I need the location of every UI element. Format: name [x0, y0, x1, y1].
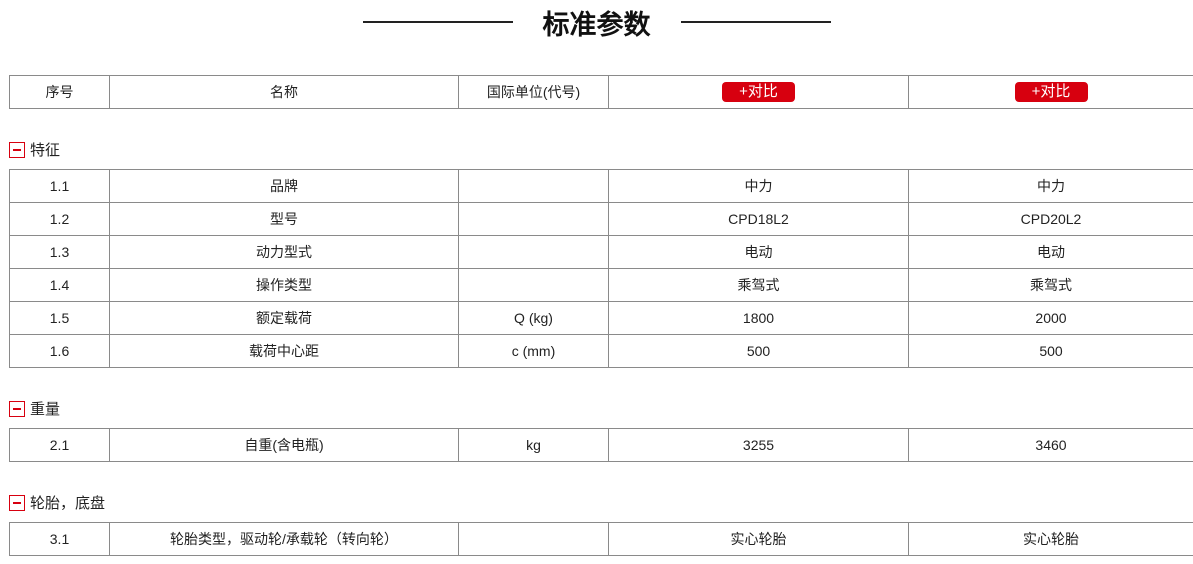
row-value-1: 500	[608, 334, 909, 368]
row-unit	[458, 169, 609, 203]
row-value-2: 中力	[908, 169, 1193, 203]
row-value-2: CPD20L2	[908, 202, 1193, 236]
row-value-2: 500	[908, 334, 1193, 368]
collapse-icon[interactable]	[9, 141, 25, 158]
row-value-2: 3460	[908, 428, 1193, 462]
row-value-1: 中力	[608, 169, 909, 203]
row-index: 1.4	[9, 268, 110, 302]
row-unit	[458, 522, 609, 556]
row-value-1: 电动	[608, 235, 909, 269]
title-divider-right	[680, 21, 831, 23]
header-unit: 国际单位(代号)	[458, 75, 609, 109]
row-unit	[458, 268, 609, 302]
row-value-1: 1800	[608, 301, 909, 335]
row-value-2: 2000	[908, 301, 1193, 335]
row-index: 1.6	[9, 334, 110, 368]
row-index: 1.3	[9, 235, 110, 269]
header-table: 序号 名称 国际单位(代号) +对比 +对比	[9, 75, 1193, 109]
row-name: 额定载荷	[109, 301, 459, 335]
row-name: 型号	[109, 202, 459, 236]
row-value-1: 乘驾式	[608, 268, 909, 302]
section-header: 轮胎，底盘	[9, 492, 105, 513]
row-index: 2.1	[9, 428, 110, 462]
row-value-1: 实心轮胎	[608, 522, 909, 556]
row-index: 3.1	[9, 522, 110, 556]
row-value-2: 电动	[908, 235, 1193, 269]
table-row: 1.2 型号 CPD18L2 CPD20L2	[9, 202, 1193, 236]
header-name: 名称	[109, 75, 459, 109]
spec-table: 2.1 自重(含电瓶) kg 3255 3460	[9, 428, 1193, 462]
row-unit: kg	[458, 428, 609, 462]
spec-table: 1.1 品牌 中力 中力 1.2 型号 CPD18L2 CPD20L2 1.3 动力型式 电动 电动 1…	[9, 169, 1193, 368]
section-header: 重量	[9, 398, 60, 419]
header-index: 序号	[9, 75, 110, 109]
row-name: 载荷中心距	[109, 334, 459, 368]
row-index: 1.1	[9, 169, 110, 203]
table-row: 1.6 载荷中心距 c (mm) 500 500	[9, 334, 1193, 368]
table-row: 2.1 自重(含电瓶) kg 3255 3460	[9, 428, 1193, 462]
table-row: 1.1 品牌 中力 中力	[9, 169, 1193, 203]
row-value-2: 实心轮胎	[908, 522, 1193, 556]
page-title: 标准参数	[542, 9, 651, 40]
row-unit	[458, 235, 609, 269]
row-value-1: 3255	[608, 428, 909, 462]
table-row: 1.3 动力型式 电动 电动	[9, 235, 1193, 269]
row-index: 1.2	[9, 202, 110, 236]
row-unit	[458, 202, 609, 236]
row-index: 1.5	[9, 301, 110, 335]
spec-table: 3.1 轮胎类型，驱动轮/承载轮（转向轮） 实心轮胎 实心轮胎	[9, 522, 1193, 556]
row-name: 自重(含电瓶)	[109, 428, 459, 462]
section-title: 重量	[30, 401, 61, 418]
row-name: 操作类型	[109, 268, 459, 302]
row-name: 品牌	[109, 169, 459, 203]
compare-button-2[interactable]: +对比	[1014, 82, 1088, 102]
row-value-2: 乘驾式	[908, 268, 1193, 302]
section-header: 特征	[9, 139, 60, 160]
row-unit: c (mm)	[458, 334, 609, 368]
header-row: 序号 名称 国际单位(代号) +对比 +对比	[9, 75, 1193, 109]
collapse-icon[interactable]	[9, 494, 25, 511]
collapse-icon[interactable]	[9, 400, 25, 417]
row-name: 轮胎类型，驱动轮/承载轮（转向轮）	[109, 522, 459, 556]
row-name: 动力型式	[109, 235, 459, 269]
row-unit: Q (kg)	[458, 301, 609, 335]
table-row: 1.5 额定载荷 Q (kg) 1800 2000	[9, 301, 1193, 335]
table-row: 1.4 操作类型 乘驾式 乘驾式	[9, 268, 1193, 302]
section-title: 轮胎，底盘	[30, 495, 106, 512]
table-row: 3.1 轮胎类型，驱动轮/承载轮（转向轮） 实心轮胎 实心轮胎	[9, 522, 1193, 556]
title-divider-left	[362, 21, 513, 23]
compare-button-1[interactable]: +对比	[722, 82, 795, 102]
section-title: 特征	[30, 142, 61, 159]
row-value-1: CPD18L2	[608, 202, 909, 236]
page-title-bar: 标准参数	[0, 4, 1193, 40]
